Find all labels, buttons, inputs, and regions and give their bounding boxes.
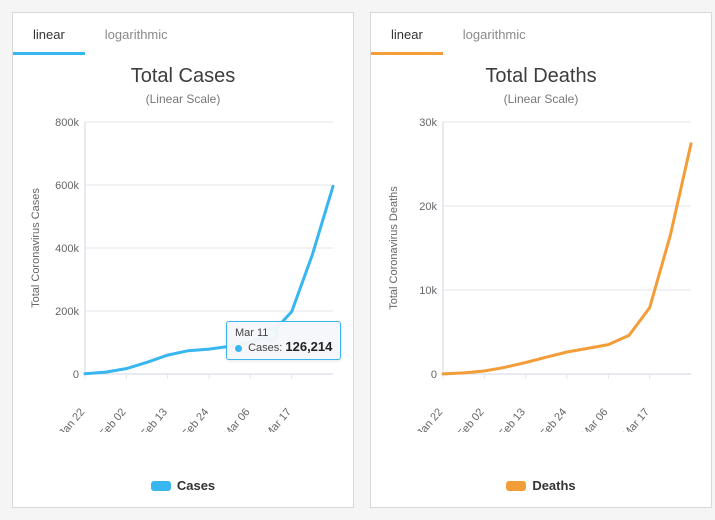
svg-text:600k: 600k	[55, 180, 79, 192]
chart-subtitle: (Linear Scale)	[371, 92, 711, 106]
svg-text:Feb 13: Feb 13	[139, 406, 170, 432]
chart-subtitle: (Linear Scale)	[13, 92, 353, 106]
svg-text:30k: 30k	[419, 117, 437, 129]
tab-linear[interactable]: linear	[371, 13, 443, 55]
chart-legend[interactable]: Cases	[13, 472, 353, 507]
svg-text:Mar 06: Mar 06	[579, 406, 610, 432]
legend-swatch-icon	[506, 481, 526, 491]
legend-label: Cases	[177, 478, 215, 493]
svg-text:400k: 400k	[55, 243, 79, 255]
svg-text:0: 0	[73, 369, 79, 381]
legend-label: Deaths	[532, 478, 575, 493]
svg-text:Mar 06: Mar 06	[221, 406, 252, 432]
chart-panel-deaths: linear logarithmic Total Deaths (Linear …	[370, 12, 712, 508]
legend-swatch-icon	[151, 481, 171, 491]
chart-svg: 0 200k 400k 600k 800k Total Coronavirus Cases…	[23, 112, 343, 432]
svg-text:Feb 13: Feb 13	[497, 406, 528, 432]
chart-title: Total Deaths	[371, 65, 711, 88]
svg-text:Mar 17: Mar 17	[263, 406, 294, 432]
chart-svg: 0 10k 20k 30k Total Coronavirus Deaths Jan 22…	[381, 112, 701, 432]
tab-logarithmic[interactable]: logarithmic	[443, 13, 546, 55]
svg-text:200k: 200k	[55, 306, 79, 318]
svg-text:Mar 17: Mar 17	[621, 406, 652, 432]
svg-text:20k: 20k	[419, 201, 437, 213]
svg-text:Feb 02: Feb 02	[97, 406, 128, 432]
tab-linear[interactable]: linear	[13, 13, 85, 55]
scale-tabs: linear logarithmic	[13, 13, 353, 55]
svg-text:Total Coronavirus Deaths: Total Coronavirus Deaths	[388, 186, 400, 310]
svg-text:Feb 24: Feb 24	[180, 406, 211, 432]
scale-tabs: linear logarithmic	[371, 13, 711, 55]
svg-text:0: 0	[431, 369, 437, 381]
tab-logarithmic[interactable]: logarithmic	[85, 13, 188, 55]
svg-text:Jan 22: Jan 22	[57, 406, 87, 432]
chart-area: 0 10k 20k 30k Total Coronavirus Deaths Jan 22…	[371, 106, 711, 472]
svg-text:800k: 800k	[55, 117, 79, 129]
svg-text:Feb 02: Feb 02	[455, 406, 486, 432]
svg-text:Feb 24: Feb 24	[538, 406, 569, 432]
chart-legend[interactable]: Deaths	[371, 472, 711, 507]
svg-text:10k: 10k	[419, 285, 437, 297]
svg-text:Total Coronavirus Cases: Total Coronavirus Cases	[30, 188, 42, 308]
chart-panel-cases: linear logarithmic Total Cases (Linear S…	[12, 12, 354, 508]
chart-title: Total Cases	[13, 65, 353, 88]
svg-text:Jan 22: Jan 22	[415, 406, 445, 432]
chart-area: 0 200k 400k 600k 800k Total Coronavirus Cases…	[13, 106, 353, 472]
